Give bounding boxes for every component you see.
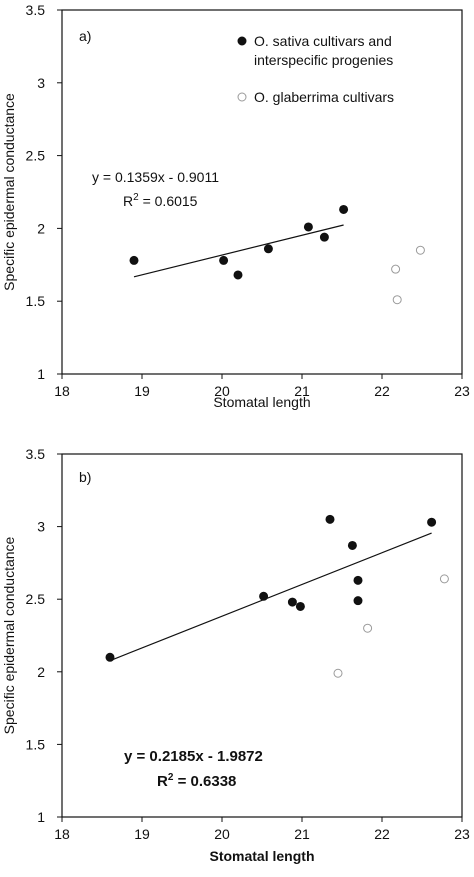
x-tick-label: 20	[214, 826, 230, 842]
plot-frame	[61, 453, 463, 818]
data-point-filled	[263, 244, 273, 254]
legend-label: O. glaberrima cultivars	[254, 89, 394, 105]
r2-value: = 0.6015	[139, 193, 198, 209]
regression-equation: y = 0.2185x - 1.9872	[124, 748, 263, 765]
data-point-open	[363, 623, 373, 633]
x-tick-label: 21	[294, 826, 310, 842]
plot-frame	[61, 9, 463, 375]
data-point-filled	[259, 591, 269, 601]
data-point-filled	[287, 597, 297, 607]
legend-marker-filled	[237, 36, 247, 46]
y-tick-label: 2	[37, 664, 45, 680]
data-point-open	[439, 574, 449, 584]
y-tick-label: 1	[37, 366, 45, 382]
legend-label: O. sativa cultivars and interspecific pro…	[254, 33, 393, 68]
data-point-open	[392, 295, 402, 305]
x-axis-label: Stomatal length	[209, 848, 314, 864]
r-squared-label: R2 = 0.6015	[123, 192, 198, 209]
data-point-open	[333, 668, 343, 678]
data-point-filled	[295, 601, 305, 611]
data-point-filled	[325, 514, 335, 524]
legend-label-line: O. glaberrima cultivars	[254, 89, 394, 105]
x-tick-label: 18	[54, 383, 70, 399]
data-point-open	[415, 245, 425, 255]
chart-panel-2: 18 19 20 21 22 23 1 1.5 2 2.5 3 3.5 Stomatal length S…	[1, 446, 470, 864]
x-tick-label: 20	[214, 383, 230, 399]
legend: O. sativa cultivars and interspecific pro…	[237, 33, 394, 105]
y-tick-label: 1.5	[26, 293, 46, 309]
y-tick-label: 2.5	[26, 591, 46, 607]
trendline	[109, 532, 432, 662]
y-tick-label: 3	[37, 519, 45, 535]
y-tick-label: 3.5	[26, 2, 46, 18]
r2-value: = 0.6338	[173, 773, 236, 790]
legend-marker-open	[237, 92, 247, 102]
chart-panel-1: 18 19 20 21 22 23 1 1.5 2 2.5 3 3.5 Stomatal length S…	[1, 2, 470, 410]
x-tick-label: 19	[134, 383, 150, 399]
data-point-filled	[219, 255, 229, 265]
x-tick-label: 23	[454, 383, 470, 399]
data-point-filled	[347, 540, 357, 550]
x-tick-label: 21	[294, 383, 310, 399]
panel-label: b)	[79, 469, 91, 485]
x-tick-label: 22	[374, 383, 390, 399]
x-axis-label: Stomatal length	[213, 394, 310, 410]
x-tick-label: 23	[454, 826, 470, 842]
regression-equation: y = 0.1359x - 0.9011	[92, 169, 219, 185]
panel-label: a)	[79, 28, 91, 44]
legend-label-line: O. sativa cultivars and	[254, 33, 392, 49]
r2-prefix: R	[123, 193, 133, 209]
data-point-filled	[105, 652, 115, 662]
y-axis-label: Specific epidermal conductance	[1, 536, 17, 734]
r2-superscript: 2	[133, 192, 139, 203]
data-point-filled	[303, 222, 313, 232]
y-axis-label: Specific epidermal conductance	[1, 93, 17, 291]
x-tick-label: 22	[374, 826, 390, 842]
data-point-filled	[353, 596, 363, 606]
y-tick-label: 3.5	[26, 446, 46, 462]
y-tick-label: 2	[37, 220, 45, 236]
trendline	[133, 224, 344, 278]
data-point-filled	[353, 575, 363, 585]
data-point-filled	[427, 517, 437, 527]
r-squared-label: R2 = 0.6338	[157, 772, 236, 790]
data-point-open	[391, 264, 401, 274]
x-tick-label: 19	[134, 826, 150, 842]
data-point-filled	[233, 270, 243, 280]
r2-superscript: 2	[168, 772, 174, 783]
x-tick-label: 18	[54, 826, 70, 842]
y-tick-label: 1	[37, 809, 45, 825]
y-tick-label: 3	[37, 75, 45, 91]
data-point-filled	[129, 255, 139, 265]
y-tick-label: 2.5	[26, 148, 46, 164]
y-tick-label: 1.5	[26, 736, 46, 752]
legend-label-line: interspecific progenies	[254, 52, 393, 68]
data-point-filled	[339, 204, 349, 214]
data-point-filled	[319, 232, 329, 242]
r2-prefix: R	[157, 773, 168, 790]
